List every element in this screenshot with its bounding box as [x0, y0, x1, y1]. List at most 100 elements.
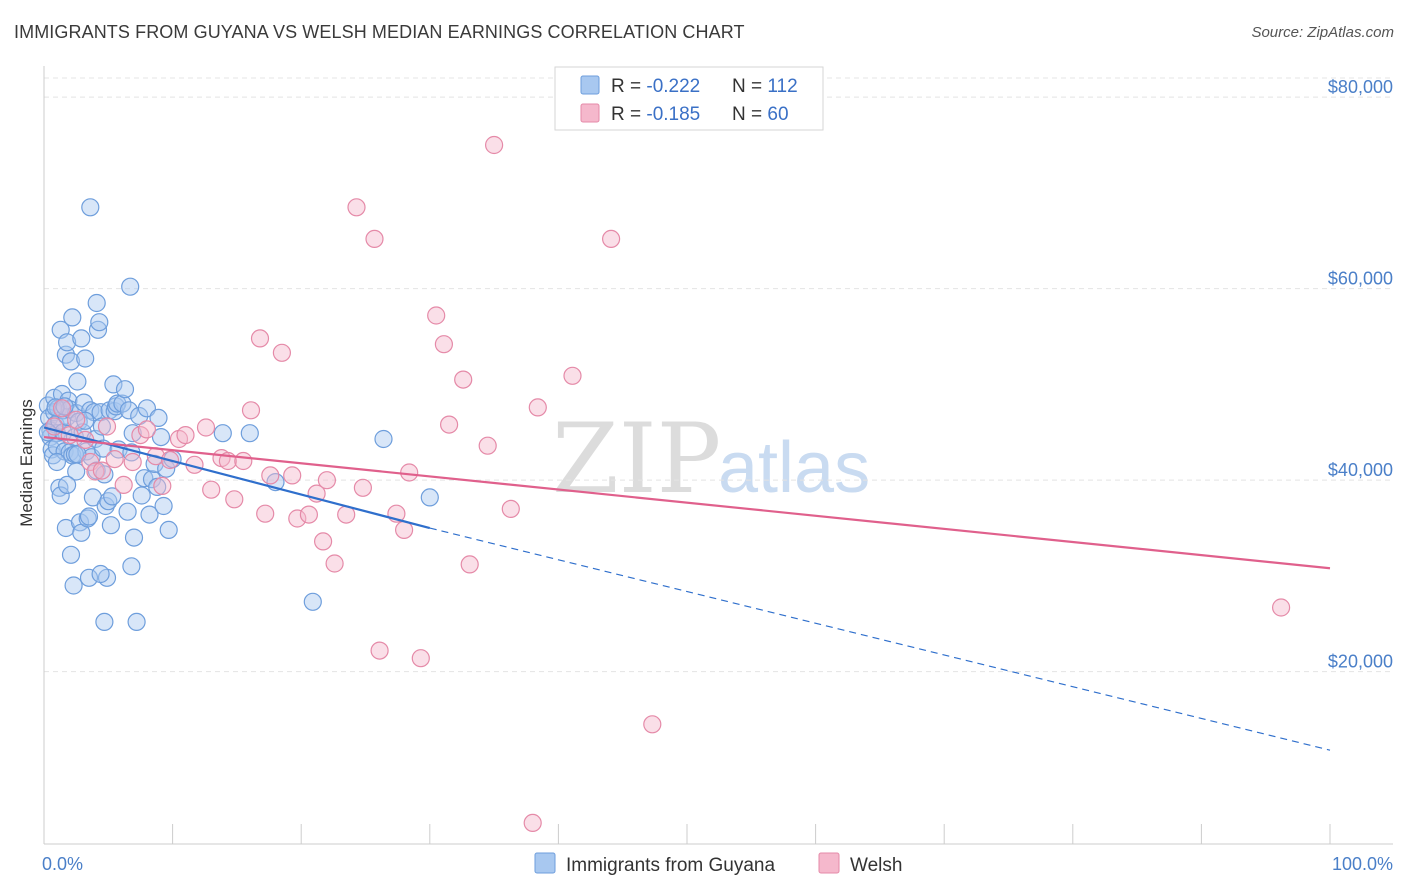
point-guyana	[374, 429, 393, 449]
point-guyana	[90, 313, 109, 332]
point-guyana	[121, 277, 140, 296]
watermark-atlas: atlas	[718, 428, 870, 508]
point-welsh	[643, 715, 662, 734]
point-guyana	[72, 329, 91, 348]
grid-lines	[44, 77, 1393, 673]
point-guyana	[140, 505, 159, 524]
point-welsh	[202, 480, 221, 499]
point-guyana	[420, 488, 439, 507]
point-guyana	[101, 516, 121, 535]
legend-label-guyana: Immigrants from Guyana	[566, 855, 775, 876]
point-guyana	[87, 293, 106, 313]
point-welsh	[234, 451, 253, 471]
y-tick-label: $60,000	[1328, 269, 1393, 289]
point-guyana	[76, 349, 95, 368]
point-guyana	[61, 545, 81, 564]
point-welsh	[353, 478, 372, 497]
point-welsh	[241, 401, 261, 420]
r-value-guyana: -0.222	[646, 76, 700, 97]
point-welsh	[225, 490, 244, 509]
point-guyana	[154, 496, 173, 516]
r-label-welsh: R =	[611, 104, 646, 125]
point-welsh	[105, 450, 124, 469]
point-guyana	[115, 380, 135, 399]
point-guyana	[55, 397, 74, 416]
point-guyana	[151, 428, 171, 447]
point-guyana	[95, 612, 114, 632]
point-guyana	[79, 568, 99, 587]
point-welsh	[196, 418, 216, 437]
y-tick-labels: $20,000 $40,000 $60,000 $80,000	[1328, 77, 1393, 672]
point-guyana	[69, 412, 88, 431]
r-value-welsh: -0.185	[646, 104, 700, 125]
y-tick-label: $80,000	[1328, 77, 1393, 97]
point-guyana	[127, 612, 146, 632]
point-guyana	[88, 320, 108, 339]
point-guyana	[91, 564, 110, 584]
point-welsh	[523, 813, 542, 833]
point-guyana	[124, 528, 144, 547]
point-guyana	[213, 424, 232, 443]
point-welsh	[299, 505, 318, 524]
point-guyana	[122, 557, 141, 576]
point-welsh	[67, 410, 86, 429]
stats-legend-row-guyana: R = -0.222 N = 112	[611, 76, 798, 97]
point-welsh	[1271, 598, 1291, 617]
y-tick-label: $40,000	[1328, 460, 1393, 480]
point-welsh	[314, 532, 333, 551]
point-welsh	[153, 476, 172, 495]
point-welsh	[365, 229, 384, 248]
point-guyana	[159, 520, 178, 540]
x-tick-label-max: 100.0%	[1332, 854, 1393, 874]
n-value-guyana: 112	[767, 76, 797, 97]
point-guyana	[68, 372, 87, 391]
point-guyana	[63, 308, 82, 327]
point-welsh	[601, 229, 621, 248]
point-welsh	[283, 466, 302, 485]
point-guyana	[108, 394, 127, 413]
point-guyana	[119, 401, 138, 420]
trend-lines	[43, 426, 1331, 751]
chart-title: IMMIGRANTS FROM GUYANA VS WELSH MEDIAN E…	[14, 22, 745, 42]
point-guyana	[149, 408, 168, 427]
stats-legend-box	[554, 66, 824, 131]
point-welsh	[288, 509, 307, 528]
point-welsh	[86, 462, 105, 481]
stats-legend-swatch-welsh	[580, 103, 600, 123]
point-welsh	[411, 649, 430, 668]
point-guyana	[113, 394, 132, 413]
point-welsh	[317, 471, 336, 490]
stats-legend: R = -0.222 N = 112 R = -0.185 N = 60	[554, 66, 824, 131]
point-welsh	[400, 463, 419, 482]
point-guyana	[118, 502, 137, 521]
data-points	[38, 135, 1291, 833]
point-welsh	[137, 420, 156, 439]
point-welsh	[563, 366, 582, 385]
point-welsh	[454, 370, 473, 389]
point-welsh	[485, 135, 504, 155]
r-label-guyana: R =	[611, 76, 646, 97]
point-welsh	[370, 641, 389, 660]
y-axis-label: Median Earnings	[17, 399, 36, 527]
point-welsh	[434, 335, 453, 354]
point-guyana	[79, 507, 99, 526]
point-guyana	[83, 488, 103, 507]
point-guyana	[96, 496, 115, 516]
point-welsh	[176, 426, 195, 445]
point-guyana	[47, 452, 67, 472]
stats-legend-swatch-guyana	[580, 75, 600, 95]
legend-label-welsh: Welsh	[850, 855, 902, 876]
point-guyana	[57, 333, 77, 352]
point-welsh	[501, 499, 520, 518]
point-welsh	[325, 554, 344, 573]
n-label-guyana: N =	[732, 76, 767, 97]
legend-swatch-guyana	[534, 852, 556, 874]
x-tick-label-min: 0.0%	[42, 854, 83, 874]
y-tick-label: $20,000	[1328, 652, 1393, 672]
point-guyana	[61, 352, 81, 371]
watermark-zip: ZIP	[552, 403, 721, 515]
point-guyana	[64, 576, 83, 595]
point-guyana	[240, 424, 259, 443]
n-value-welsh: 60	[767, 104, 788, 125]
